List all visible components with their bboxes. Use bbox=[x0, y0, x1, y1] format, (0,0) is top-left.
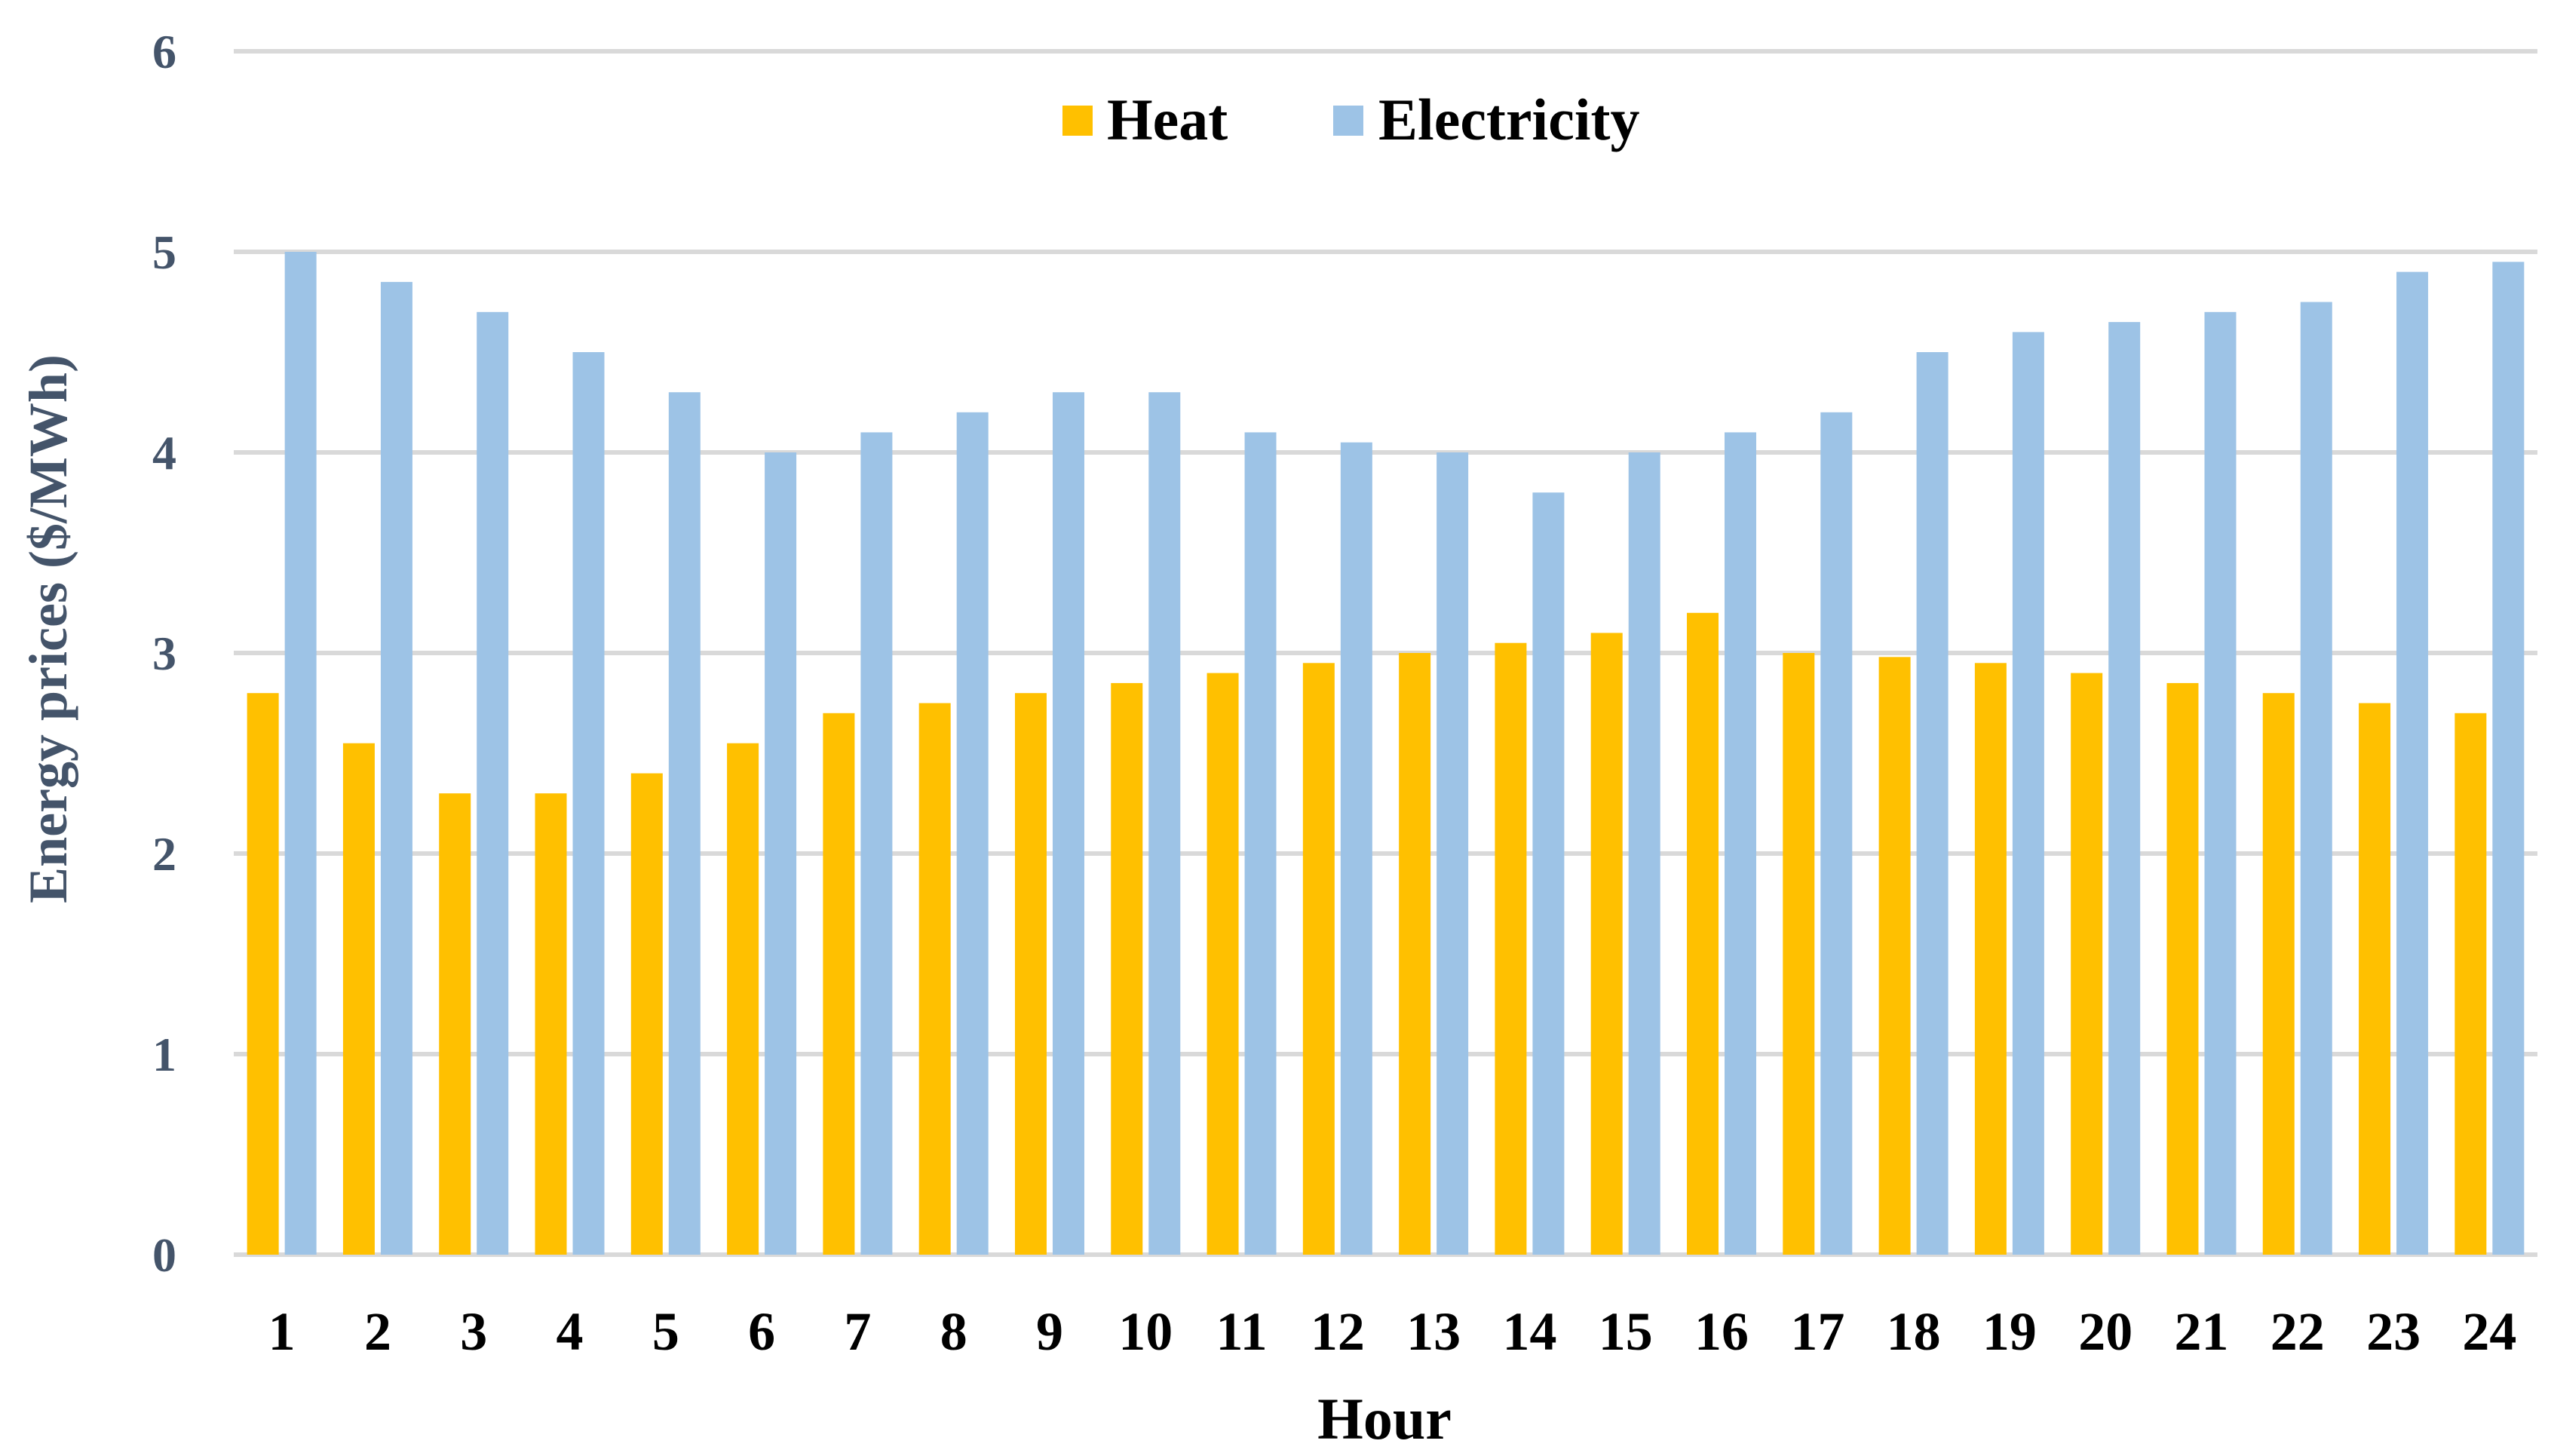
x-tick-label: 23 bbox=[2366, 1301, 2421, 1362]
y-axis-title: Energy prices ($/MWh) bbox=[18, 354, 78, 903]
y-tick-label: 2 bbox=[152, 827, 176, 881]
x-tick-label: 16 bbox=[1694, 1301, 1749, 1362]
x-tick-label: 3 bbox=[460, 1301, 487, 1362]
bar-heat-22 bbox=[2262, 693, 2295, 1255]
legend: Heat Electricity bbox=[1062, 87, 1639, 152]
bar-electricity-6 bbox=[765, 452, 797, 1255]
bar-electricity-23 bbox=[2396, 271, 2429, 1255]
bar-heat-20 bbox=[2071, 673, 2103, 1255]
bar-electricity-1 bbox=[284, 252, 317, 1255]
bar-heat-15 bbox=[1590, 633, 1623, 1255]
y-axis-ticks: 0 1 2 3 4 5 6 bbox=[152, 25, 176, 1282]
x-tick-label: 22 bbox=[2270, 1301, 2325, 1362]
x-axis-title: Hour bbox=[1317, 1386, 1452, 1451]
bar-heat-5 bbox=[630, 773, 663, 1255]
legend-label-electricity: Electricity bbox=[1378, 87, 1639, 152]
bar-heat-24 bbox=[2454, 713, 2487, 1255]
bar-electricity-16 bbox=[1725, 432, 1757, 1255]
bar-electricity-10 bbox=[1148, 392, 1181, 1255]
bar-electricity-4 bbox=[572, 352, 605, 1255]
x-tick-label: 10 bbox=[1118, 1301, 1173, 1362]
bar-heat-19 bbox=[1974, 663, 2007, 1255]
bar-electricity-15 bbox=[1628, 452, 1660, 1255]
bar-electricity-2 bbox=[380, 281, 412, 1255]
bar-electricity-11 bbox=[1244, 432, 1277, 1255]
bar-electricity-14 bbox=[1532, 492, 1565, 1255]
bar-heat-3 bbox=[439, 793, 471, 1255]
x-axis-ticks: 1 2 3 4 5 6 7 8 9 10 11 12 13 14 15 16 17 18 19 20 21 22 23 24 bbox=[268, 1301, 2517, 1362]
bar-electricity-21 bbox=[2204, 311, 2237, 1255]
bar-electricity-19 bbox=[2012, 332, 2044, 1255]
bar-heat-16 bbox=[1687, 612, 1719, 1255]
x-tick-label: 15 bbox=[1599, 1301, 1653, 1362]
bar-heat-17 bbox=[1783, 653, 1815, 1255]
x-tick-label: 4 bbox=[556, 1301, 584, 1362]
bar-heat-2 bbox=[342, 743, 375, 1255]
bar-heat-11 bbox=[1207, 673, 1239, 1255]
bars bbox=[247, 252, 2525, 1255]
bar-heat-1 bbox=[247, 693, 279, 1255]
x-tick-label: 18 bbox=[1887, 1301, 1941, 1362]
x-tick-label: 24 bbox=[2462, 1301, 2516, 1362]
x-tick-label: 14 bbox=[1502, 1301, 1556, 1362]
bar-heat-13 bbox=[1399, 653, 1431, 1255]
x-tick-label: 11 bbox=[1216, 1301, 1268, 1362]
x-tick-label: 9 bbox=[1036, 1301, 1063, 1362]
y-tick-label: 5 bbox=[152, 225, 176, 279]
bar-electricity-22 bbox=[2300, 302, 2332, 1255]
x-tick-label: 13 bbox=[1406, 1301, 1461, 1362]
bar-heat-8 bbox=[918, 703, 951, 1255]
x-tick-label: 5 bbox=[652, 1301, 679, 1362]
y-tick-label: 3 bbox=[152, 627, 176, 680]
bar-heat-9 bbox=[1014, 693, 1047, 1255]
y-tick-label: 4 bbox=[152, 426, 176, 480]
bar-electricity-13 bbox=[1436, 452, 1469, 1255]
x-tick-label: 20 bbox=[2078, 1301, 2132, 1362]
bar-electricity-3 bbox=[477, 311, 509, 1255]
bar-heat-21 bbox=[2166, 682, 2199, 1255]
bar-electricity-24 bbox=[2492, 262, 2525, 1255]
x-tick-label: 6 bbox=[748, 1301, 775, 1362]
x-tick-label: 7 bbox=[844, 1301, 871, 1362]
y-tick-label: 6 bbox=[152, 25, 176, 78]
y-tick-label: 0 bbox=[152, 1228, 176, 1282]
bar-electricity-9 bbox=[1052, 392, 1084, 1255]
x-tick-label: 12 bbox=[1311, 1301, 1365, 1362]
gridlines bbox=[234, 49, 2537, 1257]
bar-heat-10 bbox=[1111, 682, 1143, 1255]
bar-heat-23 bbox=[2359, 703, 2391, 1255]
x-tick-label: 2 bbox=[364, 1301, 391, 1362]
bar-electricity-12 bbox=[1340, 442, 1372, 1255]
x-tick-label: 8 bbox=[940, 1301, 967, 1362]
x-tick-label: 21 bbox=[2174, 1301, 2228, 1362]
bar-electricity-17 bbox=[1820, 412, 1853, 1255]
bar-electricity-7 bbox=[860, 432, 893, 1255]
bar-electricity-18 bbox=[1916, 352, 1949, 1255]
bar-electricity-5 bbox=[668, 392, 701, 1255]
bar-electricity-8 bbox=[956, 412, 989, 1255]
bar-heat-12 bbox=[1302, 663, 1335, 1255]
x-tick-label: 1 bbox=[268, 1301, 296, 1362]
y-tick-label: 1 bbox=[152, 1028, 176, 1081]
bar-electricity-20 bbox=[2108, 322, 2141, 1255]
x-tick-label: 17 bbox=[1790, 1301, 1844, 1362]
x-tick-label: 19 bbox=[1982, 1301, 2037, 1362]
legend-swatch-electricity bbox=[1333, 106, 1363, 136]
bar-heat-14 bbox=[1495, 642, 1527, 1255]
bar-heat-7 bbox=[823, 713, 855, 1255]
bar-heat-4 bbox=[535, 793, 567, 1255]
bar-heat-6 bbox=[727, 743, 759, 1255]
bar-heat-18 bbox=[1878, 657, 1911, 1255]
legend-swatch-heat bbox=[1062, 106, 1093, 136]
legend-label-heat: Heat bbox=[1107, 87, 1228, 152]
